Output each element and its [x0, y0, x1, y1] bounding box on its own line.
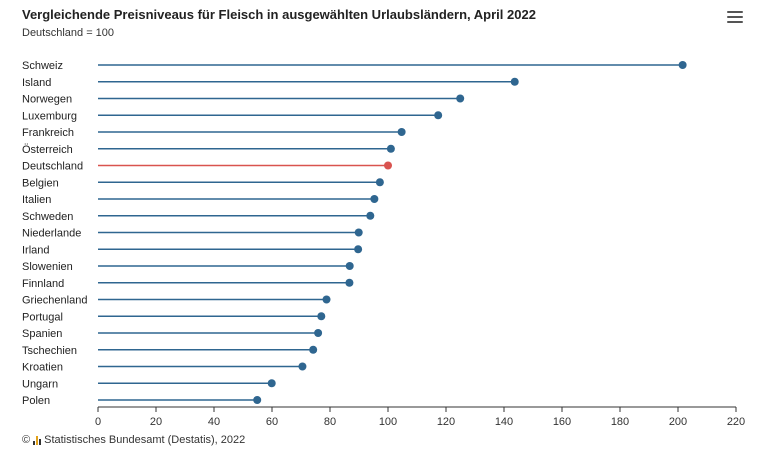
- data-point[interactable]: [510, 77, 519, 86]
- data-point[interactable]: [298, 362, 307, 371]
- category-label: Deutschland: [22, 161, 83, 173]
- lollipop-dots: [253, 61, 687, 404]
- data-point[interactable]: [370, 195, 379, 203]
- data-point[interactable]: [434, 111, 443, 120]
- data-point[interactable]: [253, 396, 262, 404]
- category-label: Belgien: [22, 177, 59, 189]
- data-point[interactable]: [314, 329, 323, 337]
- data-point[interactable]: [317, 312, 326, 321]
- data-point[interactable]: [384, 161, 392, 170]
- data-point[interactable]: [309, 345, 318, 354]
- x-tick-label: 20: [150, 416, 162, 428]
- x-tick-label: 40: [208, 416, 220, 428]
- category-label: Niederlande: [22, 228, 81, 240]
- category-labels: Schweiz Island Norwegen Luxemburg Frankreich…: [22, 60, 87, 407]
- data-point[interactable]: [267, 379, 276, 388]
- category-label: Griechenland: [22, 295, 87, 307]
- data-point[interactable]: [456, 94, 465, 103]
- x-tick-label: 80: [324, 416, 336, 428]
- category-label: Frankreich: [22, 127, 74, 139]
- x-tick-label: 180: [611, 416, 629, 428]
- category-label: Norwegen: [22, 94, 72, 106]
- category-label: Kroatien: [22, 362, 63, 374]
- x-tick-label: 160: [553, 416, 571, 428]
- category-label: Irland: [22, 244, 50, 256]
- data-point[interactable]: [386, 144, 395, 153]
- chart-subtitle: Deutschland = 100: [22, 27, 115, 39]
- category-label: Schweiz: [22, 60, 63, 72]
- credits: © Statistisches Bundesamt (Destatis), 20…: [22, 434, 245, 446]
- category-label: Ungarn: [22, 378, 58, 390]
- hamburger-menu-icon[interactable]: [727, 11, 743, 25]
- lollipop-stems: [98, 64, 683, 401]
- data-point[interactable]: [678, 61, 687, 69]
- data-point[interactable]: [345, 262, 354, 270]
- data-point[interactable]: [354, 245, 363, 254]
- data-point[interactable]: [345, 278, 354, 287]
- category-label: Österreich: [22, 144, 73, 156]
- x-axis-ticks: 0 20 40 60 80 100 120 140 160 180 200 220: [95, 407, 745, 428]
- destatis-logo-icon: [33, 435, 42, 445]
- category-label: Italien: [22, 194, 51, 206]
- data-point[interactable]: [322, 295, 331, 304]
- x-tick-label: 0: [95, 416, 101, 428]
- category-label: Finnland: [22, 278, 64, 290]
- x-tick-label: 120: [437, 416, 455, 428]
- data-point[interactable]: [366, 211, 375, 220]
- category-label: Schweden: [22, 211, 73, 223]
- category-label: Spanien: [22, 328, 62, 340]
- x-tick-label: 60: [266, 416, 278, 428]
- page-title: Vergleichende Preisniveaus für Fleisch i…: [22, 7, 536, 22]
- data-point[interactable]: [397, 128, 406, 136]
- data-point[interactable]: [375, 178, 384, 187]
- category-label: Island: [22, 77, 51, 89]
- category-label: Portugal: [22, 311, 63, 323]
- credits-text: Statistisches Bundesamt (Destatis), 2022: [44, 434, 246, 446]
- x-tick-label: 200: [669, 416, 687, 428]
- x-tick-label: 100: [379, 416, 397, 428]
- category-label: Polen: [22, 395, 50, 407]
- data-point[interactable]: [354, 228, 363, 237]
- category-label: Tschechien: [22, 345, 77, 357]
- category-label: Luxemburg: [22, 110, 77, 122]
- copyright-symbol: ©: [22, 434, 31, 446]
- category-label: Slowenien: [22, 261, 73, 273]
- x-tick-label: 220: [727, 416, 745, 428]
- x-tick-label: 140: [495, 416, 513, 428]
